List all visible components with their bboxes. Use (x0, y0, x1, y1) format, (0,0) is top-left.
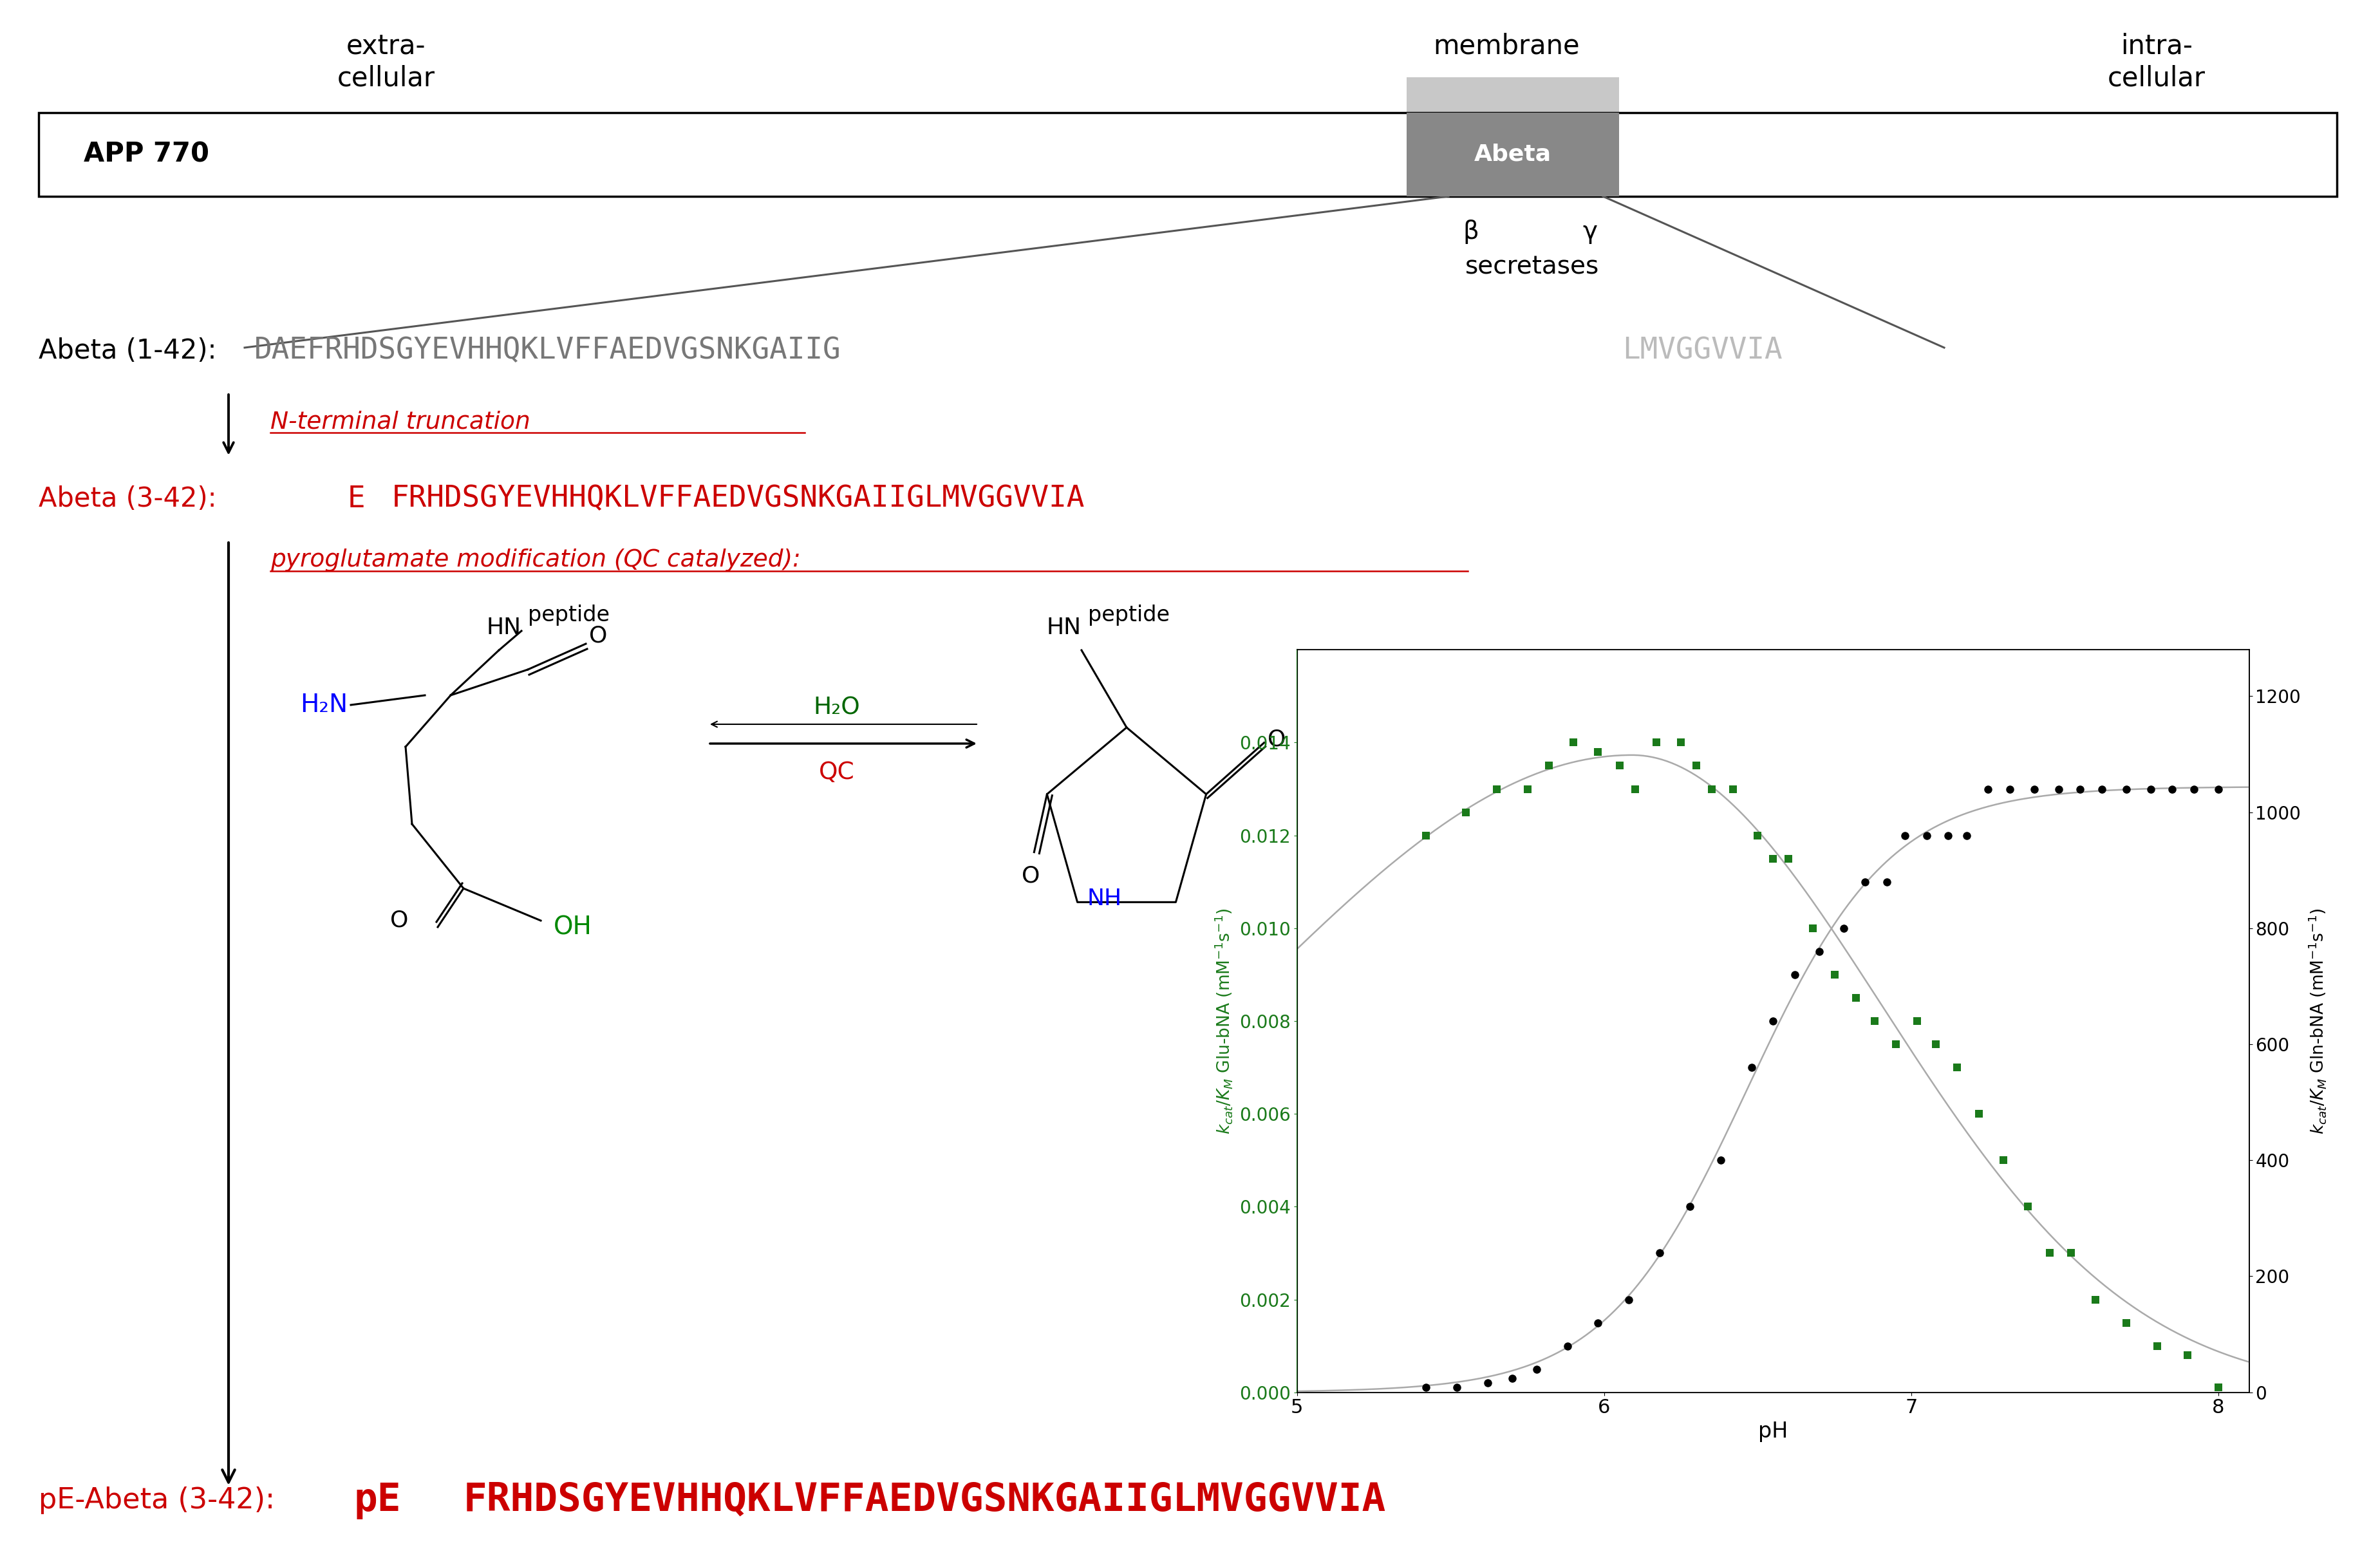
Text: pE-Abeta (3-42):: pE-Abeta (3-42): (38, 1487, 276, 1515)
Text: H₂N: H₂N (300, 693, 347, 718)
Text: FRHDSGYEVHHQKLVFFAEDVGSNKGAIIGLMVGGVVIA: FRHDSGYEVHHQKLVFFAEDVGSNKGAIIGLMVGGVVIA (464, 1480, 1385, 1519)
Text: Abeta (1-42):: Abeta (1-42): (38, 337, 217, 365)
Text: APP 770: APP 770 (83, 141, 209, 169)
Text: pE: pE (355, 1480, 402, 1519)
Text: β: β (1464, 220, 1478, 244)
Text: HN: HN (486, 617, 521, 639)
Text: cellular: cellular (338, 65, 436, 91)
Text: extra-: extra- (347, 32, 426, 59)
Text: pyroglutamate modification (QC catalyzed):: pyroglutamate modification (QC catalyzed… (271, 549, 800, 572)
Text: E: E (347, 484, 367, 514)
Text: O: O (1266, 729, 1285, 750)
Text: O: O (588, 625, 607, 647)
Text: Abeta: Abeta (1473, 144, 1552, 166)
Text: DAEFRHDSGYEVHHQKLVFFAEDVGSNKGAIIG: DAEFRHDSGYEVHHQKLVFFAEDVGSNKGAIIG (255, 336, 840, 365)
Text: QC: QC (819, 761, 854, 784)
Text: intra-: intra- (2121, 32, 2192, 59)
Bar (38, 113, 2337, 196)
Text: HN: HN (1047, 617, 1081, 639)
Bar (1407, 77, 1618, 113)
Text: LMVGGVVIA: LMVGGVVIA (1623, 336, 1783, 365)
Text: peptide: peptide (1088, 605, 1169, 625)
Bar (1407, 113, 1618, 196)
Text: NH: NH (1088, 888, 1121, 910)
X-axis label: pH: pH (1759, 1420, 1787, 1442)
Text: membrane: membrane (1433, 32, 1580, 59)
Text: O: O (1021, 865, 1040, 886)
Text: secretases: secretases (1466, 255, 1599, 280)
Text: N-terminal truncation: N-terminal truncation (271, 410, 531, 433)
Text: OH: OH (555, 914, 593, 939)
Text: H₂O: H₂O (814, 696, 859, 719)
Text: FRHDSGYEVHHQKLVFFAEDVGSNKGAIIGLMVGGVVIA: FRHDSGYEVHHQKLVFFAEDVGSNKGAIIGLMVGGVVIA (390, 484, 1085, 514)
Text: γ: γ (1583, 220, 1597, 244)
Text: O: O (390, 910, 409, 931)
Text: Abeta (3-42):: Abeta (3-42): (38, 486, 217, 512)
Text: peptide: peptide (528, 605, 609, 625)
Y-axis label: $k_{cat}/K_M$ Glu-bNA (mM$^{-1}$s$^{-1}$): $k_{cat}/K_M$ Glu-bNA (mM$^{-1}$s$^{-1}$… (1214, 908, 1235, 1134)
Y-axis label: $k_{cat}/K_M$ Gln-bNA (mM$^{-1}$s$^{-1}$): $k_{cat}/K_M$ Gln-bNA (mM$^{-1}$s$^{-1}$… (2306, 908, 2328, 1134)
Text: cellular: cellular (2109, 65, 2206, 91)
